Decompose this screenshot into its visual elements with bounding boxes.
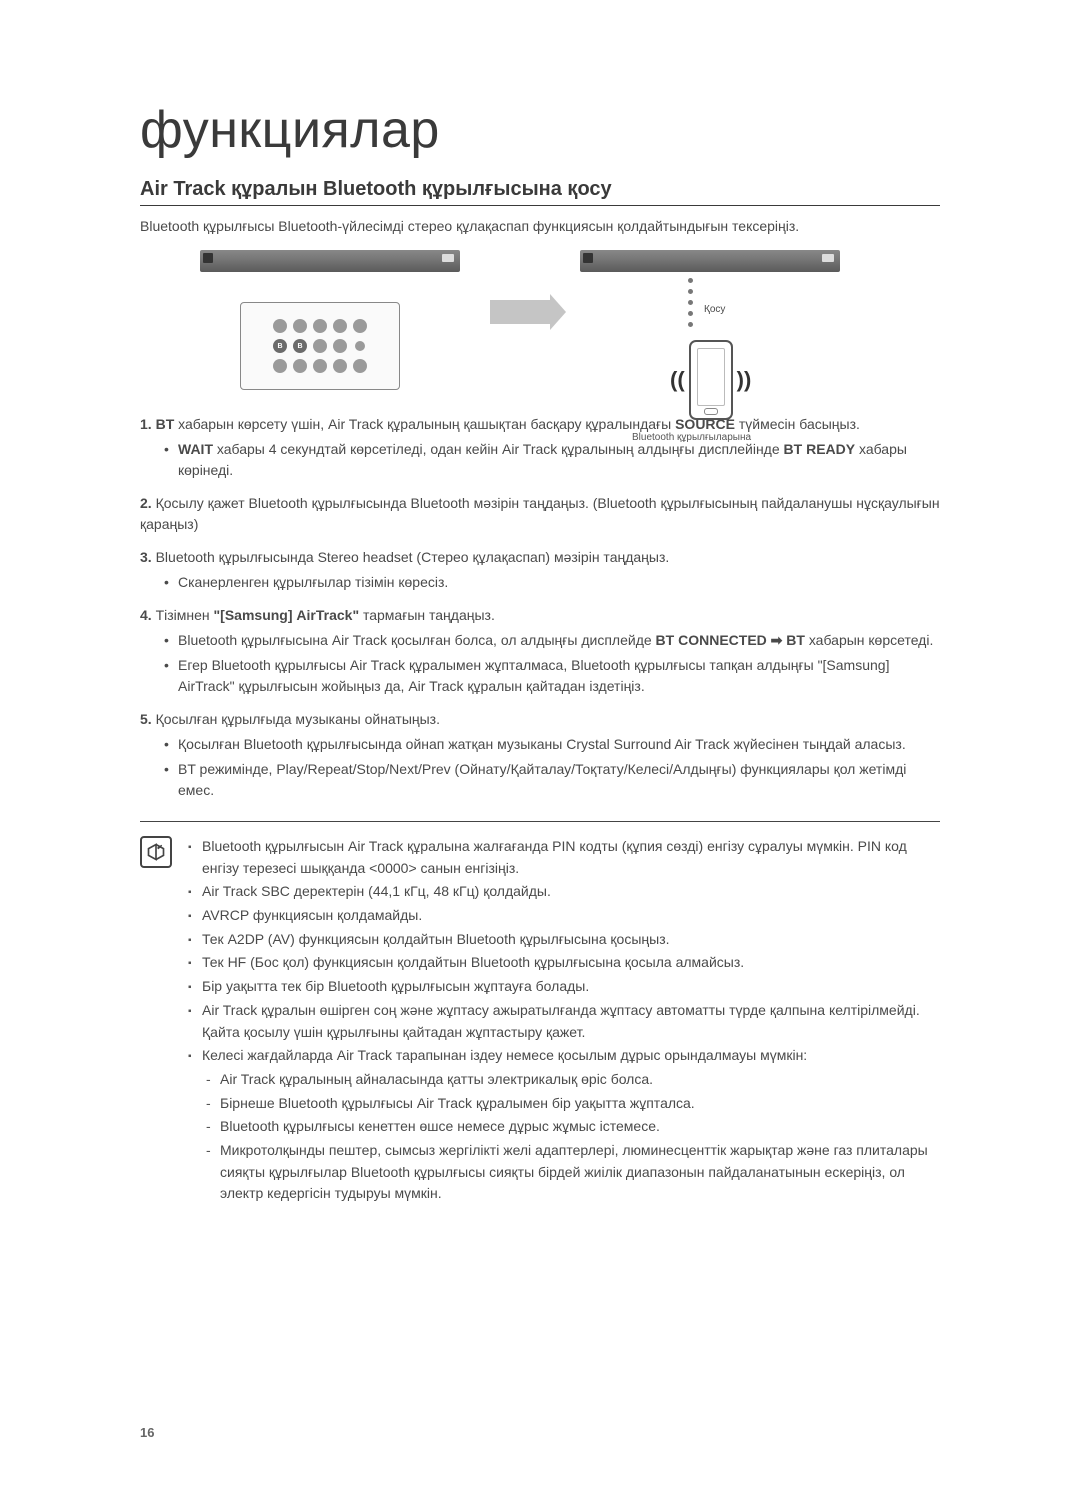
note-subitem: Бірнеше Bluetooth құрылғысы Air Track құ… [206, 1093, 940, 1115]
phone-icon [689, 340, 733, 420]
step-3: 3. Bluetooth құрылғысында Stereo headset… [140, 547, 940, 593]
note-item: Bluetooth құрылғысын Air Track құралына … [188, 836, 940, 879]
note-item: Air Track SBC деректерін (44,1 кГц, 48 к… [188, 881, 940, 903]
note-icon [140, 836, 172, 868]
signal-left-icon: (( [670, 367, 685, 393]
step-text: Тізімнен [156, 607, 214, 623]
note-item: Air Track құралын өшірген соң және жұпта… [188, 1000, 940, 1043]
soundbar-with-phone: Қосу (( )) Bluetooth құрылғыларына [580, 250, 860, 272]
step-number: 5. [140, 711, 152, 727]
note-item: Келесі жағдайларда Air Track тарапынан і… [188, 1045, 940, 1205]
note-box: Bluetooth құрылғысын Air Track құралына … [140, 821, 940, 1207]
step-text: Bluetooth құрылғысында Stereo headset (С… [156, 549, 670, 565]
step-bullet: Қосылған Bluetooth құрылғысында ойнап жа… [164, 734, 940, 755]
soundbar-with-zoom [200, 250, 460, 390]
step-2: 2. Қосылу қажет Bluetooth құрылғысында B… [140, 493, 940, 535]
step-bold: BT [156, 416, 175, 432]
note-item: AVRCP функциясын қолдамайды. [188, 905, 940, 927]
arrow-icon [490, 300, 550, 324]
step-1: 1. BT хабарын көрсету үшін, Air Track құ… [140, 414, 940, 481]
page-title: функциялар [140, 100, 940, 160]
step-bullet: Сканерленген құрылғылар тізімін көресіз. [164, 572, 940, 593]
instruction-steps: 1. BT хабарын көрсету үшін, Air Track құ… [140, 414, 940, 801]
intro-text: Bluetooth құрылғысы Bluetooth-үйлесімді … [140, 218, 940, 234]
note-list: Bluetooth құрылғысын Air Track құралына … [188, 836, 940, 1207]
connection-diagram: Қосу (( )) Bluetooth құрылғыларына [200, 250, 940, 390]
step-text: Қосылған құрылғыда музыканы ойнатыңыз. [156, 711, 440, 727]
step-bullet: WAIT хабары 4 секундтай көрсетіледі, ода… [164, 439, 940, 481]
note-subitem: Air Track құралының айналасында қатты эл… [206, 1069, 940, 1091]
signal-right-icon: )) [737, 367, 752, 393]
step-4: 4. Тізімнен "[Samsung] AirTrack" тармағы… [140, 605, 940, 697]
section-heading: Air Track құралын Bluetooth құрылғысына … [140, 178, 940, 206]
step-number: 1. [140, 416, 152, 432]
note-item: Тек A2DP (AV) функциясын қолдайтын Bluet… [188, 929, 940, 951]
note-subitem: Микротолқынды пештер, сымсыз жергілікті … [206, 1140, 940, 1205]
note-subitem: Bluetooth құрылғысы кенеттен өшсе немесе… [206, 1116, 940, 1138]
note-item: Тек HF (Бос қол) функциясын қолдайтын Bl… [188, 952, 940, 974]
step-bullet: BT режимінде, Play/Repeat/Stop/Next/Prev… [164, 759, 940, 801]
step-text: түймесін басыңыз. [735, 416, 860, 432]
connect-label: Қосу [704, 304, 725, 315]
step-number: 2. [140, 495, 152, 511]
step-number: 3. [140, 549, 152, 565]
step-5: 5. Қосылған құрылғыда музыканы ойнатыңыз… [140, 709, 940, 801]
step-text: хабарын көрсету үшін, Air Track құралыны… [174, 416, 675, 432]
step-number: 4. [140, 607, 152, 623]
step-text: Қосылу қажет Bluetooth құрылғысында Blue… [140, 495, 940, 532]
button-zoom-panel [240, 302, 400, 390]
page-number: 16 [140, 1425, 154, 1440]
soundbar-icon [580, 250, 840, 272]
soundbar-icon [200, 250, 460, 272]
step-bullet: Bluetooth құрылғысына Air Track қосылған… [164, 630, 940, 651]
step-bullet: Егер Bluetooth құрылғысы Air Track құрал… [164, 655, 940, 697]
note-item: Бір уақытта тек бір Bluetooth құрылғысын… [188, 976, 940, 998]
